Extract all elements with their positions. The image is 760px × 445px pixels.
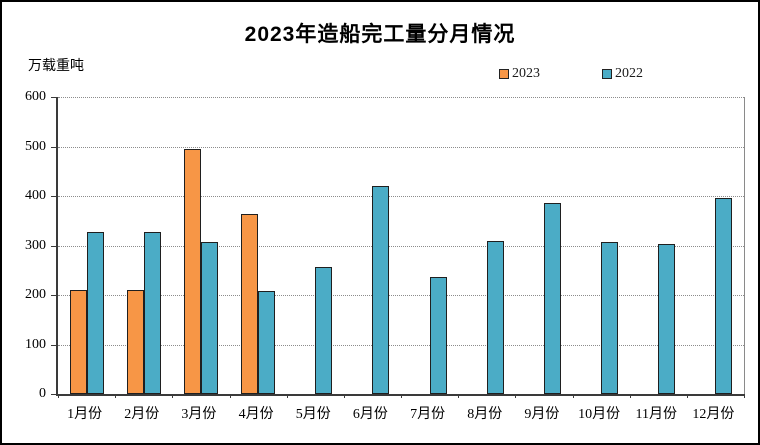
x-tickmark-3 xyxy=(230,394,231,398)
bar-2023-1月份 xyxy=(69,290,87,394)
x-tickmark-4 xyxy=(287,394,288,398)
gridline-400 xyxy=(58,196,744,197)
x-axis-label-7月份: 7月份 xyxy=(410,407,446,422)
bars-layer xyxy=(58,97,744,394)
x-axis-label-9月份: 9月份 xyxy=(524,407,560,422)
bar-2022-4月份 xyxy=(258,291,276,394)
x-tickmark-2 xyxy=(172,394,173,398)
x-axis-label-11月份: 11月份 xyxy=(635,407,677,422)
x-tickmark-8 xyxy=(515,394,516,398)
x-axis-label-5月份: 5月份 xyxy=(295,407,331,422)
x-tickmark-0 xyxy=(58,394,59,398)
gridline-500 xyxy=(58,146,744,148)
bar-2022-10月份 xyxy=(601,242,619,394)
x-tickmark-6 xyxy=(401,394,402,398)
gridline-600 xyxy=(58,97,744,98)
x-axis-label-1月份: 1月份 xyxy=(67,407,103,422)
y-tickmark-100 xyxy=(51,344,56,346)
bar-2022-7月份 xyxy=(429,277,447,394)
y-tickmark-0 xyxy=(51,394,56,395)
legend-swatch-2022-icon xyxy=(602,69,612,79)
x-tickmark-9 xyxy=(573,394,574,398)
legend-item-2022: 2022 xyxy=(602,66,643,82)
x-tickmark-5 xyxy=(344,394,345,398)
legend: 2023 2022 xyxy=(499,66,643,82)
bar-group-6月份 xyxy=(344,97,401,394)
y-tickmark-200 xyxy=(51,295,56,296)
legend-item-2023: 2023 xyxy=(499,66,540,82)
bar-group-5月份 xyxy=(287,97,344,394)
bar-2023-4月份 xyxy=(241,214,259,394)
y-axis-unit-label: 万载重吨 xyxy=(28,59,84,74)
bar-2023-2月份 xyxy=(126,290,144,394)
bar-group-11月份 xyxy=(630,97,687,394)
bar-2022-5月份 xyxy=(315,267,333,394)
bar-group-9月份 xyxy=(515,97,572,394)
gridline-200 xyxy=(58,295,744,296)
legend-label-2023: 2023 xyxy=(512,66,540,81)
y-axis-label-500: 500 xyxy=(25,138,46,154)
bar-2022-2月份 xyxy=(143,232,161,394)
y-axis-label-300: 300 xyxy=(25,237,46,253)
bar-2022-11月份 xyxy=(658,244,676,394)
x-tickmark-7 xyxy=(458,394,459,398)
x-axis-label-6月份: 6月份 xyxy=(352,407,388,422)
bar-group-4月份 xyxy=(230,97,287,394)
x-tickmark-12 xyxy=(744,394,745,398)
y-tickmark-400 xyxy=(51,196,56,197)
bar-2022-6月份 xyxy=(372,186,390,394)
plot-area xyxy=(51,97,745,398)
bar-group-12月份 xyxy=(687,97,744,394)
chart-title: 2023年造船完工量分月情况 xyxy=(244,23,516,46)
x-axis-label-2月份: 2月份 xyxy=(124,407,160,422)
bar-group-10月份 xyxy=(573,97,630,394)
bar-2023-3月份 xyxy=(183,149,201,394)
x-axis-label-12月份: 12月份 xyxy=(692,407,735,422)
y-tickmark-500 xyxy=(51,146,56,148)
gridline-100 xyxy=(58,344,744,346)
x-axis-label-8月份: 8月份 xyxy=(467,407,503,422)
legend-swatch-2023-icon xyxy=(499,69,509,79)
x-tickmark-10 xyxy=(630,394,631,398)
bar-2022-3月份 xyxy=(200,242,218,394)
y-tickmark-600 xyxy=(51,97,56,98)
bar-group-8月份 xyxy=(458,97,515,394)
bar-2022-8月份 xyxy=(486,241,504,394)
bar-group-7月份 xyxy=(401,97,458,394)
legend-label-2022: 2022 xyxy=(615,66,643,81)
y-axis-label-400: 400 xyxy=(25,188,46,203)
x-axis-label-4月份: 4月份 xyxy=(238,407,274,422)
bar-group-3月份 xyxy=(172,97,229,394)
x-tickmark-11 xyxy=(687,394,688,398)
bar-2022-1月份 xyxy=(86,232,104,394)
x-axis-label-3月份: 3月份 xyxy=(181,407,217,422)
y-tickmark-300 xyxy=(51,245,56,247)
gridline-300 xyxy=(58,245,744,247)
y-axis-label-0: 0 xyxy=(39,386,46,401)
bar-2022-12月份 xyxy=(715,198,733,394)
x-axis-label-10月份: 10月份 xyxy=(578,407,621,422)
bar-group-1月份 xyxy=(58,97,115,394)
bar-group-2月份 xyxy=(115,97,172,394)
y-axis-label-200: 200 xyxy=(25,287,46,302)
bar-2022-9月份 xyxy=(543,203,561,394)
y-axis-label-600: 600 xyxy=(25,89,46,104)
x-tickmark-1 xyxy=(115,394,116,398)
y-axis-label-100: 100 xyxy=(25,336,46,352)
